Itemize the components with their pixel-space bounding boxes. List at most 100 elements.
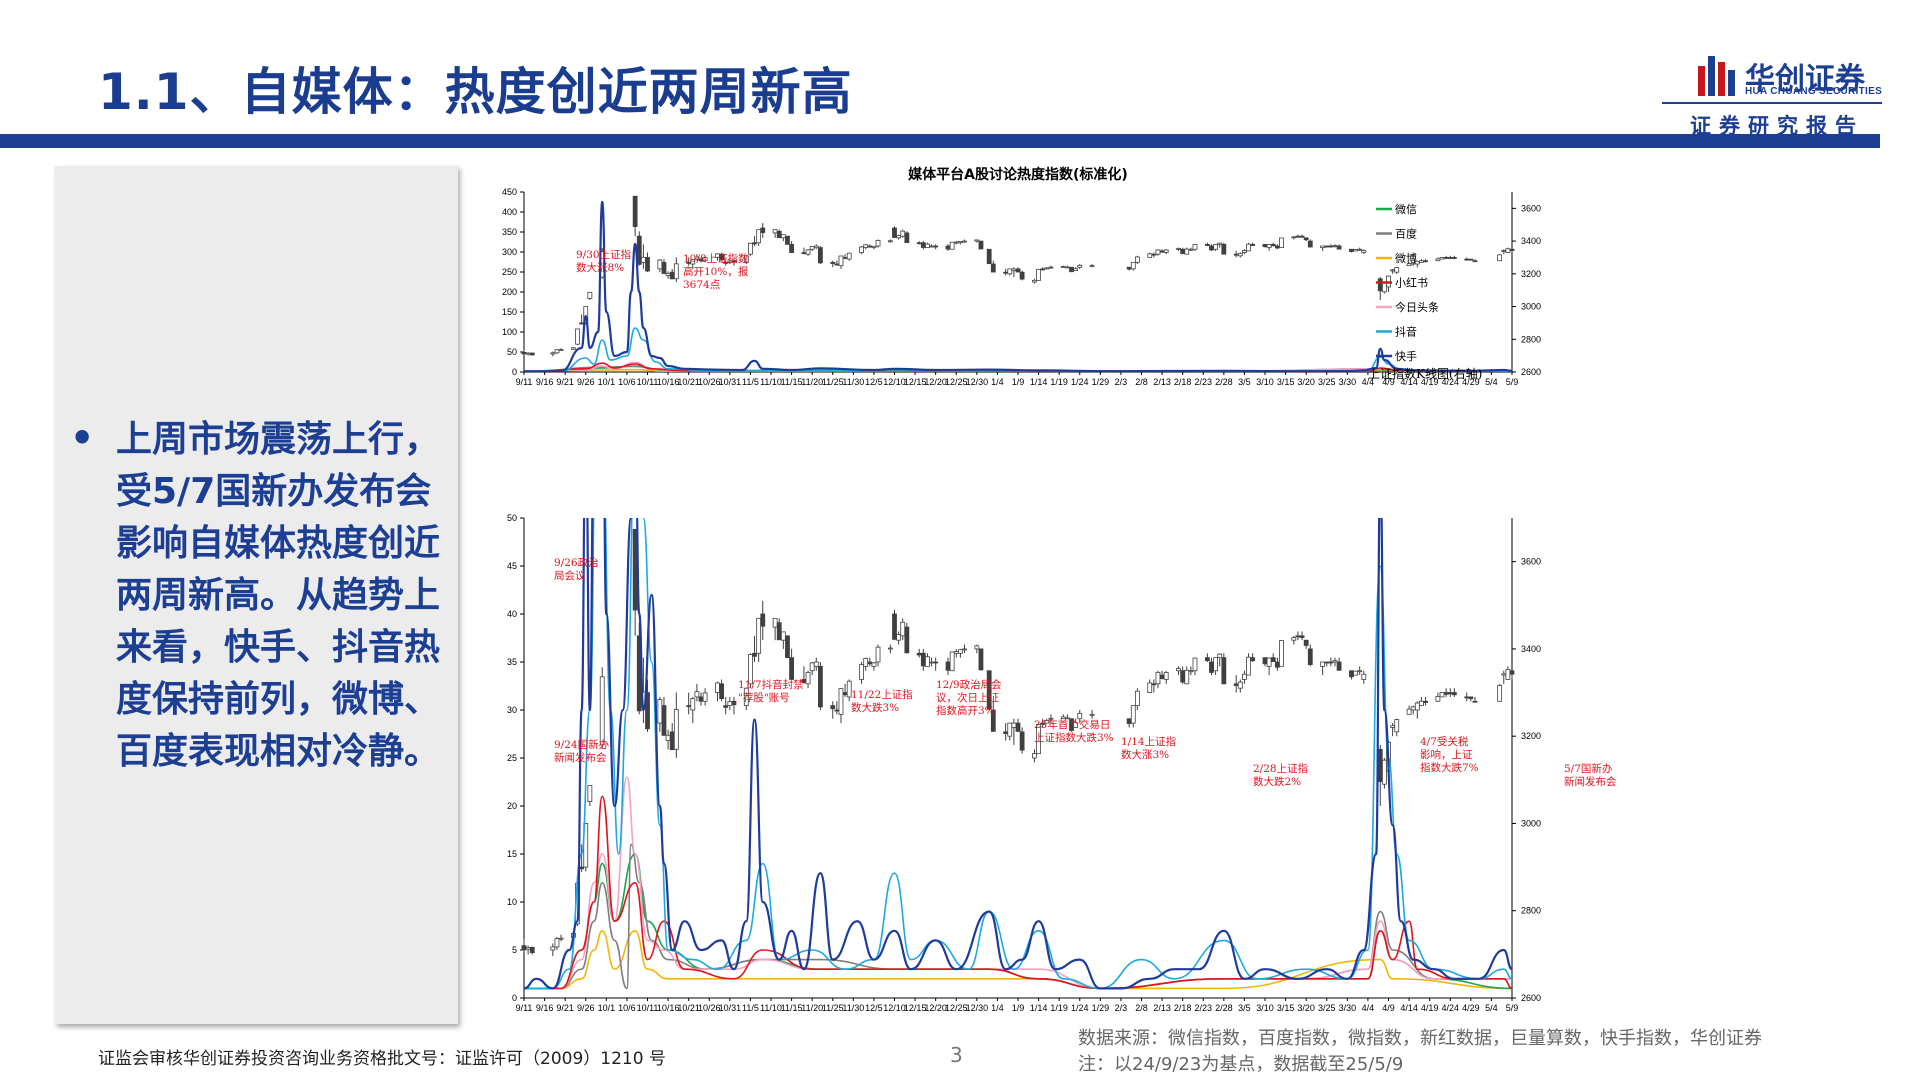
- bottom-panel-y-tick-label: 0: [512, 993, 517, 1003]
- top-panel-candle: [1163, 249, 1169, 253]
- bottom-panel-candle: [1497, 685, 1503, 702]
- bottom-panel-candle: [867, 661, 873, 665]
- top-panel-candle: [1077, 264, 1083, 268]
- top-panel-x-tick-label: 3/15: [1277, 377, 1295, 387]
- bottom-panel-annotation: 议，次日上证: [936, 691, 999, 704]
- bottom-panel-candle: [657, 699, 663, 724]
- bottom-panel-candle: [723, 705, 729, 708]
- top-panel-candle: [719, 253, 725, 261]
- bottom-panel-candle: [1414, 702, 1420, 711]
- bottom-panel-candle: [1332, 660, 1338, 663]
- top-panel-x-tick-label: 2/18: [1174, 377, 1192, 387]
- top-panel-candle: [1451, 257, 1457, 259]
- bottom-panel-x-tick-label: 4/4: [1362, 1003, 1375, 1013]
- bottom-panel-candle: [863, 658, 869, 667]
- top-panel-candle: [1007, 268, 1013, 275]
- top-panel-candle: [887, 240, 893, 243]
- bottom-panel-candle: [904, 626, 910, 654]
- top-panel-candle: [1274, 245, 1280, 249]
- bottom-panel-candle: [962, 648, 967, 651]
- bottom-panel-annotation: 2/28上证指: [1253, 762, 1309, 775]
- top-panel-candle: [1357, 248, 1363, 251]
- top-panel-candle: [1250, 243, 1256, 246]
- bottom-panel-candle: [974, 645, 980, 650]
- bottom-panel-candle: [665, 734, 671, 741]
- bottom-panel-x-tick-label: 12/30: [966, 1003, 989, 1013]
- bottom-panel-candle: [1217, 653, 1223, 659]
- top-panel-x-tick-label: 4/29: [1462, 377, 1480, 387]
- top-panel-x-tick-label: 4/14: [1400, 377, 1418, 387]
- bottom-panel-candle: [1077, 713, 1083, 720]
- top-panel-x-tick-label: 9/26: [577, 377, 595, 387]
- bottom-panel-candle: [715, 682, 720, 693]
- bottom-panel-candle: [1134, 690, 1140, 707]
- license-note: 证监会审核华创证券投资咨询业务资格批文号：证监许可（2009）1210 号: [98, 1049, 666, 1069]
- bottom-panel-candle: [599, 676, 605, 746]
- legend-label: 微博: [1395, 251, 1417, 265]
- top-panel-x-tick-label: 1/9: [1012, 377, 1025, 387]
- top-panel-candle: [1147, 253, 1153, 258]
- top-panel-candle: [1303, 237, 1309, 241]
- top-panel-candle: [1130, 261, 1136, 270]
- bottom-panel-x-tick-label: 1/14: [1030, 1003, 1048, 1013]
- bottom-panel-candle: [1390, 725, 1396, 728]
- bottom-panel-candle: [1089, 713, 1095, 716]
- bottom-panel-candle: [1468, 696, 1474, 700]
- top-panel-candle: [785, 235, 790, 245]
- bottom-panel-candle: [743, 687, 749, 707]
- company-logo-icon: [1698, 56, 1735, 96]
- top-panel-candle: [756, 229, 762, 244]
- bottom-panel-candle: [1204, 657, 1210, 662]
- page-number: 3: [950, 1043, 963, 1067]
- bottom-panel-y-tick-label: 45: [507, 561, 517, 571]
- top-panel-candle: [521, 351, 527, 355]
- summary-text: 上周市场震荡上行，受5/7国新办发布会影响自媒体热度创近两周新高。从趋势上来看，…: [116, 419, 441, 772]
- bottom-panel-candle: [1266, 657, 1272, 667]
- bottom-panel-series-抖音: [524, 518, 1512, 990]
- top-panel-candle: [550, 352, 556, 355]
- top-panel-candle: [1180, 248, 1186, 254]
- bottom-panel-candle: [1451, 692, 1457, 696]
- top-panel-candle: [846, 252, 852, 260]
- top-panel-y-tick-label: 200: [502, 287, 517, 297]
- bottom-panel-x-tick-label: 10/31: [719, 1003, 742, 1013]
- top-panel-candle: [978, 240, 984, 250]
- top-panel-candle: [673, 263, 679, 280]
- top-panel-candle: [743, 255, 749, 263]
- top-panel-candle: [1472, 260, 1478, 263]
- top-panel-candle: [1279, 237, 1284, 249]
- top-panel-candle: [904, 232, 910, 243]
- bottom-panel-x-tick-label: 12/25: [945, 1003, 968, 1013]
- bottom-panel-candle: [780, 631, 786, 641]
- top-panel-candle: [1209, 245, 1214, 251]
- bottom-panel-candle: [1505, 669, 1511, 680]
- legend-label: 百度: [1395, 227, 1417, 241]
- bottom-panel-candle: [702, 692, 708, 702]
- top-panel-x-tick-label: 9/11: [516, 377, 533, 387]
- bottom-panel-y-tick-label: 25: [507, 753, 517, 763]
- bottom-panel-x-tick-label: 10/11: [637, 1003, 659, 1013]
- top-panel-candle: [1295, 235, 1301, 238]
- top-panel-y-tick-label: 50: [507, 347, 517, 357]
- bottom-panel-y-tick-label: 50: [507, 513, 517, 523]
- top-panel-candle: [1266, 244, 1272, 249]
- bottom-panel-x-tick-label: 5/4: [1485, 1003, 1498, 1013]
- bottom-panel-candle: [1357, 670, 1363, 673]
- top-panel-candle: [933, 245, 939, 248]
- bottom-panel-annotation: 5/7国新办: [1564, 762, 1613, 775]
- bottom-panel-annotation: 数大跌2%: [1253, 775, 1301, 788]
- bottom-panel-candle: [1130, 705, 1136, 724]
- bottom-panel-y2-tick-label: 2600: [1521, 993, 1541, 1003]
- bottom-panel-candle: [916, 652, 922, 656]
- top-panel-candle: [842, 257, 848, 259]
- legend-label: 今日头条: [1395, 300, 1439, 314]
- top-panel-candle: [1237, 253, 1243, 257]
- top-panel-x-tick-label: 4/9: [1382, 377, 1395, 387]
- top-panel-x-tick-label: 2/8: [1135, 377, 1148, 387]
- top-panel-candle: [962, 240, 967, 243]
- bottom-panel-candle: [550, 946, 556, 951]
- top-panel-x-tick-label: 11/20: [801, 377, 823, 387]
- bottom-panel-candle: [1419, 700, 1424, 707]
- bottom-panel-annotation: 数大涨3%: [1121, 748, 1169, 761]
- top-panel-candle: [1307, 240, 1313, 248]
